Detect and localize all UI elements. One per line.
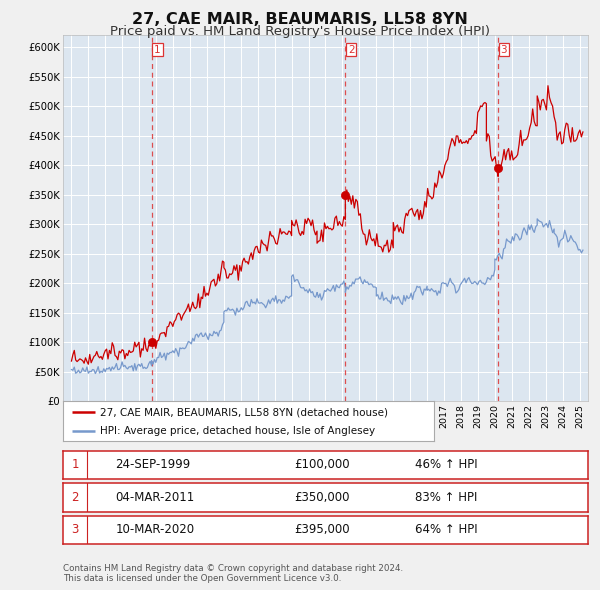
Text: 64% ↑ HPI: 64% ↑ HPI xyxy=(415,523,478,536)
Text: 83% ↑ HPI: 83% ↑ HPI xyxy=(415,491,477,504)
Point xyxy=(341,190,350,199)
Point xyxy=(147,337,157,347)
Text: £395,000: £395,000 xyxy=(294,523,350,536)
Text: 04-MAR-2011: 04-MAR-2011 xyxy=(115,491,195,504)
Text: 27, CAE MAIR, BEAUMARIS, LL58 8YN: 27, CAE MAIR, BEAUMARIS, LL58 8YN xyxy=(132,12,468,27)
Text: HPI: Average price, detached house, Isle of Anglesey: HPI: Average price, detached house, Isle… xyxy=(100,427,375,436)
Text: 3: 3 xyxy=(71,523,79,536)
Text: 10-MAR-2020: 10-MAR-2020 xyxy=(115,523,194,536)
Text: £100,000: £100,000 xyxy=(294,458,350,471)
Text: 1: 1 xyxy=(71,458,79,471)
Text: 2: 2 xyxy=(71,491,79,504)
Text: 46% ↑ HPI: 46% ↑ HPI xyxy=(415,458,478,471)
Text: 24-SEP-1999: 24-SEP-1999 xyxy=(115,458,191,471)
Text: Price paid vs. HM Land Registry's House Price Index (HPI): Price paid vs. HM Land Registry's House … xyxy=(110,25,490,38)
Text: 3: 3 xyxy=(500,45,507,54)
Text: 2: 2 xyxy=(348,45,355,54)
Text: £350,000: £350,000 xyxy=(294,491,349,504)
Text: 27, CAE MAIR, BEAUMARIS, LL58 8YN (detached house): 27, CAE MAIR, BEAUMARIS, LL58 8YN (detac… xyxy=(100,408,388,418)
Point xyxy=(493,163,503,173)
Text: 1: 1 xyxy=(154,45,161,54)
Text: Contains HM Land Registry data © Crown copyright and database right 2024.
This d: Contains HM Land Registry data © Crown c… xyxy=(63,563,403,583)
